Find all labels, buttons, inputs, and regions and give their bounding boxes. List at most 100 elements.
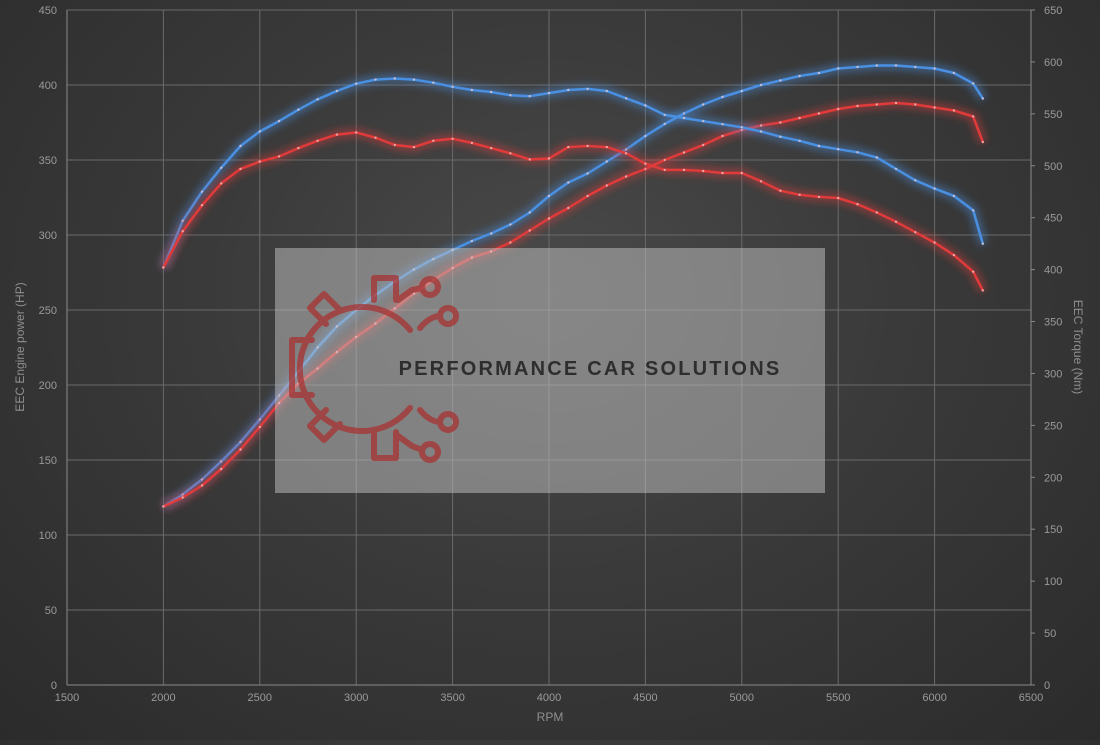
stock-torque-point — [393, 143, 396, 147]
modified-torque-point — [490, 90, 493, 94]
x-axis-title: RPM — [537, 710, 564, 724]
stock-power-point — [914, 103, 917, 106]
stock-power-point — [258, 425, 261, 429]
modified-power-point — [875, 64, 878, 67]
y2-axis-title: EEC Torque (Nm) — [1071, 300, 1085, 394]
stock-torque-point — [528, 158, 531, 161]
stock-torque-point — [490, 146, 493, 150]
x-tick-label: 6000 — [922, 692, 946, 704]
stock-power-point — [528, 229, 531, 232]
modified-power-point — [837, 67, 840, 70]
modified-power-point — [856, 65, 859, 69]
stock-torque-point — [798, 193, 801, 196]
stock-power-point — [952, 109, 956, 112]
stock-power-point — [721, 134, 724, 138]
modified-power-point — [702, 103, 705, 106]
y-tick-label: 100 — [39, 530, 57, 542]
modified-power-point — [817, 71, 821, 75]
modified-torque-point — [297, 108, 300, 111]
y2-tick-label: 100 — [1044, 576, 1062, 588]
modified-torque-point — [316, 98, 319, 101]
y-tick-label: 150 — [39, 455, 57, 467]
modified-torque-point — [220, 166, 223, 169]
stock-torque-point — [894, 220, 898, 223]
modified-power-point — [952, 71, 956, 75]
stock-torque-point — [470, 141, 474, 145]
watermark-panel — [275, 248, 825, 493]
stock-power-point — [605, 184, 608, 187]
stock-torque-point — [451, 137, 454, 140]
stock-power-point — [547, 217, 551, 220]
stock-torque-point — [933, 241, 936, 244]
modified-power-point — [586, 172, 589, 175]
y2-tick-label: 350 — [1044, 317, 1062, 329]
y2-tick-label: 550 — [1044, 109, 1062, 121]
modified-torque-point — [972, 209, 975, 212]
stock-torque-series — [159, 128, 987, 293]
modified-power-point — [914, 65, 917, 69]
modified-torque-point — [702, 119, 705, 123]
modified-power-point — [509, 223, 512, 226]
modified-torque-point — [470, 88, 474, 92]
modified-torque-point — [894, 167, 898, 171]
modified-torque-point — [856, 151, 859, 154]
stock-torque-point — [663, 168, 666, 172]
stock-power-point — [663, 158, 666, 162]
modified-torque-point — [258, 130, 261, 133]
y2-tick-label: 0 — [1044, 680, 1050, 692]
stock-power-point — [972, 115, 975, 118]
y-tick-label: 400 — [39, 80, 57, 92]
modified-torque-point — [547, 91, 551, 95]
modified-torque-point — [200, 190, 204, 193]
modified-power-point — [894, 64, 898, 67]
gear-circuit-logo-icon — [289, 275, 459, 463]
modified-torque-point — [740, 126, 743, 129]
y2-tick-label: 50 — [1044, 628, 1056, 640]
x-tick-label: 3000 — [344, 692, 368, 704]
modified-torque-point — [644, 104, 647, 107]
modified-torque-point — [509, 94, 512, 97]
modified-torque-line — [162, 77, 985, 269]
modified-power-point — [605, 160, 608, 163]
modified-power-point — [490, 232, 493, 235]
modified-power-point — [528, 211, 531, 214]
stock-torque-point — [239, 167, 242, 171]
modified-torque-point — [721, 123, 724, 126]
stock-torque-point — [432, 139, 435, 142]
modified-power-point — [779, 79, 782, 82]
modified-torque-point — [875, 156, 878, 159]
stock-power-point — [875, 103, 878, 106]
modified-torque-point — [335, 89, 339, 93]
x-tick-label: 4500 — [633, 692, 657, 704]
stock-torque-point — [258, 160, 261, 163]
modified-torque-point — [374, 78, 377, 81]
stock-torque-point — [856, 203, 859, 206]
stock-power-point — [856, 104, 859, 108]
stock-power-point — [981, 140, 984, 144]
stock-torque-point — [200, 204, 204, 207]
stock-torque-point — [644, 162, 647, 165]
stock-power-point — [933, 106, 936, 109]
axis-layer: 1500 2000 2500 3000 3500 4000 4500 5000 5500 6000… — [39, 5, 1063, 704]
modified-power-point — [981, 97, 984, 100]
stock-torque-point — [567, 145, 570, 149]
stock-torque-point — [586, 144, 589, 148]
stock-power-point — [181, 496, 184, 499]
y-tick-label: 450 — [39, 5, 57, 17]
stock-torque-point — [355, 131, 358, 134]
watermark-text: PERFORMANCE CAR SOLUTIONS — [399, 358, 782, 380]
stock-power-point — [682, 151, 686, 154]
stock-torque-point — [220, 182, 223, 185]
modified-power-point — [663, 122, 666, 126]
modified-torque-point — [277, 119, 281, 123]
stock-power-point — [509, 241, 512, 244]
modified-torque-point — [914, 179, 917, 182]
y-tick-label: 250 — [39, 305, 57, 317]
y2-tick-label: 300 — [1044, 368, 1062, 380]
stock-torque-point — [740, 171, 743, 175]
modified-torque-point — [759, 130, 763, 133]
modified-power-point — [470, 239, 474, 243]
stock-torque-point — [316, 139, 319, 142]
x-tick-label: 2000 — [151, 692, 175, 704]
